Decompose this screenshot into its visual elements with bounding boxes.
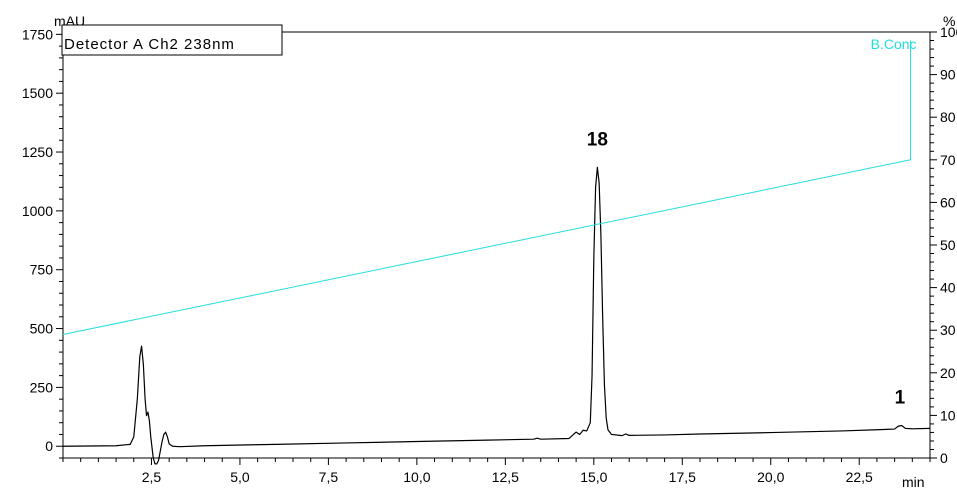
- y-right-tick-label: 100: [940, 24, 957, 40]
- y-right-tick-label: 30: [940, 322, 956, 338]
- y-left-tick-label: 0: [45, 438, 53, 454]
- y-right-tick-label: 90: [940, 67, 956, 83]
- y-left-tick-label: 750: [30, 262, 54, 278]
- b-conc-line: [62, 40, 912, 335]
- y-right-tick-label: 70: [940, 152, 956, 168]
- x-unit-label: min: [902, 474, 925, 490]
- x-axis: 2,5 5,0 7,5 10,0 12,5 15,0 17,5 20,0 22,5: [62, 458, 931, 485]
- y-left-tick-label: 1250: [22, 144, 53, 160]
- y-left-tick-label: 500: [30, 321, 54, 337]
- annotation-layer: 18 1: [587, 129, 906, 408]
- detector-signal-line: [62, 166, 931, 465]
- y-right-tick-label: 60: [940, 194, 956, 210]
- series-layer: B.Conc: [62, 36, 931, 465]
- x-tick-label: 7,5: [319, 469, 339, 485]
- b-conc-label: B.Conc: [871, 36, 917, 52]
- y-right-unit-label: %: [943, 13, 955, 29]
- x-tick-label: 5,0: [230, 469, 250, 485]
- x-tick-label: 12,5: [492, 469, 519, 485]
- y-right-tick-label: 0: [940, 450, 948, 466]
- y-right-tick-label: 80: [940, 109, 956, 125]
- x-tick-label: 17,5: [669, 469, 696, 485]
- x-tick-label: 22,5: [846, 469, 873, 485]
- x-tick-label: 2,5: [142, 469, 162, 485]
- y-left-tick-label: 1500: [22, 85, 53, 101]
- x-tick-label: 15,0: [580, 469, 607, 485]
- y-left-axis: 0 250 500 750 1000 1250 1500 1750: [22, 26, 63, 459]
- x-tick-label: 10,0: [403, 469, 430, 485]
- legend-label: Detector A Ch2 238nm: [64, 36, 235, 53]
- y-left-tick-label: 250: [30, 379, 54, 395]
- y-right-tick-label: 10: [940, 407, 956, 423]
- y-right-tick-label: 50: [940, 237, 956, 253]
- legend-box: Detector A Ch2 238nm: [61, 24, 283, 56]
- peak-label: 1: [895, 388, 906, 409]
- y-right-tick-label: 40: [940, 280, 956, 296]
- y-left-tick-label: 1000: [22, 203, 53, 219]
- y-left-tick-label: 1750: [22, 26, 53, 42]
- peak-label: 18: [587, 129, 608, 150]
- x-tick-label: 20,0: [757, 469, 784, 485]
- y-right-tick-label: 20: [940, 365, 956, 381]
- y-right-axis: 0 10 20 30 40 50 60 70 80 90 100: [930, 24, 957, 466]
